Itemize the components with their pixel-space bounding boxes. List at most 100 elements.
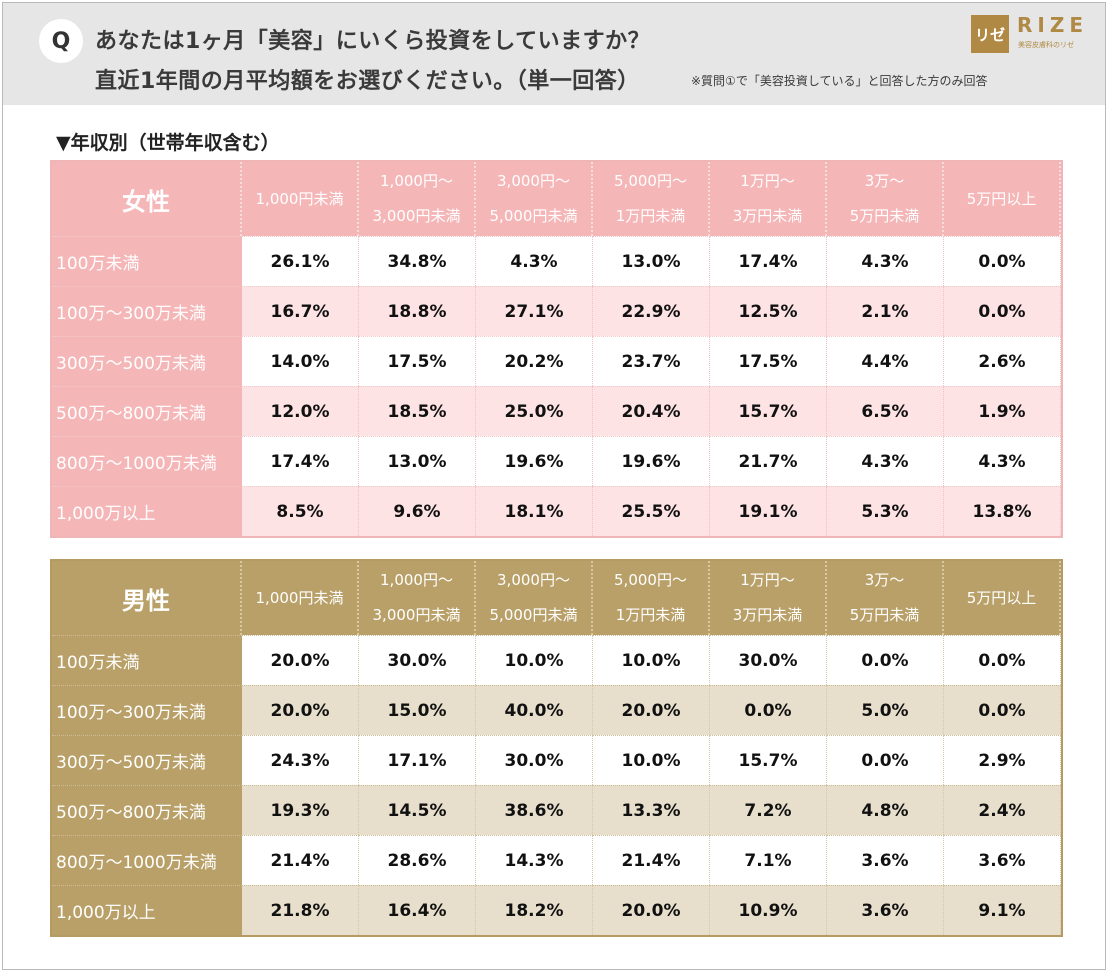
male-value-cell: 15.7% xyxy=(710,735,827,785)
female-value-cell: 13.8% xyxy=(944,486,1061,536)
female-value-cell: 19.1% xyxy=(710,486,827,536)
male-value-cell: 0.0% xyxy=(827,735,944,785)
male-column-header: 5,000円～ 1万円未満 xyxy=(593,561,710,635)
male-column-header: 5万円以上 xyxy=(944,561,1061,635)
female-value-cell: 19.6% xyxy=(476,436,593,486)
male-value-cell: 20.0% xyxy=(593,685,710,735)
male-table-row: 1,000万以上 21.8% 16.4% 18.2% 20.0% 10.9% 3.6% 9.1… xyxy=(52,885,1061,935)
male-gender-header: 男性 xyxy=(52,561,242,635)
male-value-cell: 18.2% xyxy=(476,885,593,935)
male-value-cell: 0.0% xyxy=(827,635,944,685)
female-value-cell: 2.1% xyxy=(827,286,944,336)
male-value-cell: 7.2% xyxy=(710,785,827,835)
male-value-cell: 19.3% xyxy=(242,785,359,835)
female-value-cell: 12.0% xyxy=(242,386,359,436)
male-value-cell: 14.5% xyxy=(359,785,476,835)
male-value-cell: 24.3% xyxy=(242,735,359,785)
male-column-header-line: 3万～ xyxy=(864,571,905,589)
female-value-cell: 13.0% xyxy=(593,236,710,286)
section-title: ▼年収別（世帯年収含む） xyxy=(56,132,280,154)
female-value-cell: 26.1% xyxy=(242,236,359,286)
female-column-header: 1,000円未満 xyxy=(242,162,359,236)
male-value-cell: 21.4% xyxy=(593,835,710,885)
female-table-row: 500万～800万未満 12.0% 18.5% 25.0% 20.4% 15.7% 6.5%… xyxy=(52,386,1061,436)
female-row-label: 500万～800万未満 xyxy=(52,386,242,436)
female-value-cell: 25.5% xyxy=(593,486,710,536)
female-column-header-line: 3,000円～ xyxy=(497,172,570,190)
question-subtext: 直近1年間の月平均額をお選びください。（単一回答） xyxy=(95,69,640,94)
female-value-cell: 18.5% xyxy=(359,386,476,436)
male-value-cell: 40.0% xyxy=(476,685,593,735)
question-note: ※質問①で「美容投資している」と回答した方のみ回答 xyxy=(691,74,988,88)
female-value-cell: 2.6% xyxy=(944,336,1061,386)
female-value-cell: 17.4% xyxy=(710,236,827,286)
female-row-label: 100万未満 xyxy=(52,236,242,286)
logo-mark: リゼ xyxy=(971,15,1009,53)
female-column-header-line: 5,000円～ xyxy=(614,172,687,190)
female-value-cell: 19.6% xyxy=(593,436,710,486)
female-column-header-line: 3万～ xyxy=(864,172,905,190)
female-column-header-line: 1,000円未満 xyxy=(255,189,344,208)
female-column-header-line: 3万円未満 xyxy=(732,207,803,225)
female-value-cell: 20.4% xyxy=(593,386,710,436)
female-value-cell: 9.6% xyxy=(359,486,476,536)
male-column-header-line: 1万円～ xyxy=(740,571,795,589)
female-value-cell: 15.7% xyxy=(710,386,827,436)
male-value-cell: 28.6% xyxy=(359,835,476,885)
female-value-cell: 5.3% xyxy=(827,486,944,536)
female-value-cell: 18.1% xyxy=(476,486,593,536)
male-row-label: 300万～500万未満 xyxy=(52,735,242,785)
female-column-header-line: 5万円未満 xyxy=(849,207,920,225)
male-column-header-line: 1,000円～ xyxy=(380,571,453,589)
female-value-cell: 8.5% xyxy=(242,486,359,536)
male-column-header: 1万円～ 3万円未満 xyxy=(710,561,827,635)
male-column-header-line: 5万円未満 xyxy=(849,606,920,624)
male-value-cell: 0.0% xyxy=(944,685,1061,735)
male-value-cell: 0.0% xyxy=(710,685,827,735)
female-value-cell: 34.8% xyxy=(359,236,476,286)
female-column-header: 3,000円～ 5,000円未満 xyxy=(476,162,593,236)
female-column-header: 1万円～ 3万円未満 xyxy=(710,162,827,236)
male-value-cell: 3.6% xyxy=(827,835,944,885)
male-row-label: 1,000万以上 xyxy=(52,885,242,935)
female-value-cell: 4.3% xyxy=(827,436,944,486)
male-value-cell: 7.1% xyxy=(710,835,827,885)
male-table-row: 300万～500万未満 24.3% 17.1% 30.0% 10.0% 15.7% 0.0%… xyxy=(52,735,1061,785)
male-column-header: 1,000円～ 3,000円未満 xyxy=(359,561,476,635)
male-value-cell: 30.0% xyxy=(476,735,593,785)
male-column-header-line: 1万円未満 xyxy=(615,606,686,624)
male-value-cell: 0.0% xyxy=(944,635,1061,685)
question-text: あなたは1ヶ月「美容」にいくら投資をしていますか？ xyxy=(95,29,651,54)
male-row-label: 100万未満 xyxy=(52,635,242,685)
female-value-cell: 17.4% xyxy=(242,436,359,486)
female-value-cell: 0.0% xyxy=(944,286,1061,336)
male-column-header-line: 5,000円～ xyxy=(614,571,687,589)
logo-subtitle: 美容皮膚科のリゼ xyxy=(1018,41,1074,49)
female-value-cell: 4.3% xyxy=(827,236,944,286)
male-column-header-line: 5万円以上 xyxy=(966,588,1037,607)
male-column-header-line: 1,000円未満 xyxy=(255,588,344,607)
male-table-row: 100万未満 20.0% 30.0% 10.0% 10.0% 30.0% 0.0% 0.0% xyxy=(52,635,1061,685)
male-value-cell: 16.4% xyxy=(359,885,476,935)
female-value-cell: 6.5% xyxy=(827,386,944,436)
female-value-cell: 4.3% xyxy=(944,436,1061,486)
male-table-row: 800万～1000万未満 21.4% 28.6% 14.3% 21.4% 7.1% 3.6%… xyxy=(52,835,1061,885)
female-column-header-line: 1万円未満 xyxy=(615,207,686,225)
male-value-cell: 15.0% xyxy=(359,685,476,735)
female-column-header-line: 5,000円未満 xyxy=(489,207,578,225)
question-header: Q あなたは1ヶ月「美容」にいくら投資をしていますか？ 直近1年間の月平均額をお… xyxy=(3,3,1105,105)
male-value-cell: 10.9% xyxy=(710,885,827,935)
female-row-label: 300万～500万未満 xyxy=(52,336,242,386)
male-value-cell: 30.0% xyxy=(710,635,827,685)
male-value-cell: 3.6% xyxy=(944,835,1061,885)
male-value-cell: 21.8% xyxy=(242,885,359,935)
male-value-cell: 13.3% xyxy=(593,785,710,835)
female-value-cell: 4.4% xyxy=(827,336,944,386)
male-column-header: 3,000円～ 5,000円未満 xyxy=(476,561,593,635)
female-value-cell: 17.5% xyxy=(710,336,827,386)
male-row-label: 500万～800万未満 xyxy=(52,785,242,835)
male-value-cell: 4.8% xyxy=(827,785,944,835)
male-value-cell: 2.9% xyxy=(944,735,1061,785)
female-column-header: 5万円以上 xyxy=(944,162,1061,236)
male-row-label: 800万～1000万未満 xyxy=(52,835,242,885)
